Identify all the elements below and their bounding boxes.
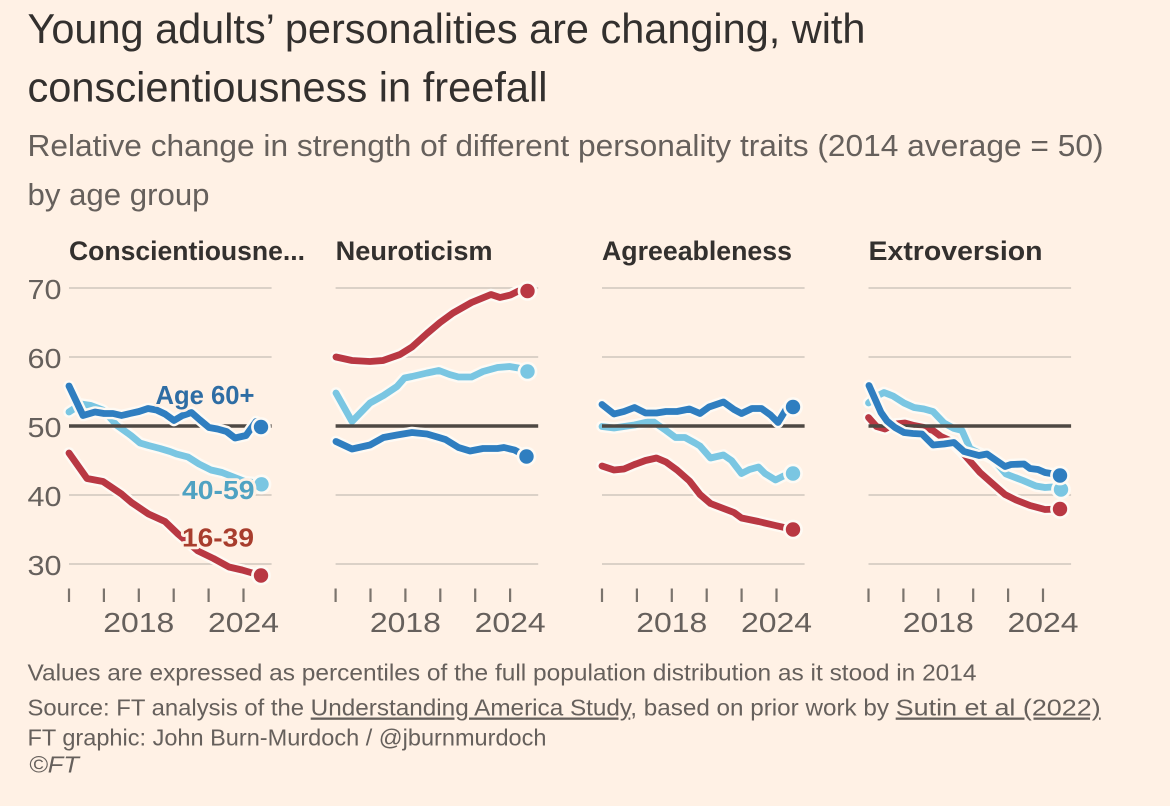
svg-text:2024: 2024 [208,607,279,638]
svg-text:Neuroticism: Neuroticism [336,236,493,266]
svg-text:©FT: ©FT [29,752,81,778]
svg-text:Values are expressed as percen: Values are expressed as percentiles of t… [28,660,977,686]
svg-text:Relative change in strength of: Relative change in strength of different… [28,128,1104,163]
svg-text:by age group: by age group [28,177,210,212]
svg-text:2024: 2024 [1008,607,1079,638]
svg-text:Age 60+: Age 60+ [156,380,255,410]
svg-text:16-39: 16-39 [182,523,254,553]
svg-text:FT graphic: John Burn-Murdoch: FT graphic: John Burn-Murdoch / @jburnmu… [28,725,547,751]
svg-text:2018: 2018 [903,607,974,638]
svg-text:30: 30 [28,550,62,581]
svg-text:Source: FT analysis of the Und: Source: FT analysis of the Understanding… [28,695,1101,721]
svg-text:2018: 2018 [103,607,174,638]
svg-text:Conscientiousne...: Conscientiousne... [69,236,305,266]
svg-text:Extroversion: Extroversion [869,236,1043,266]
svg-text:2024: 2024 [475,607,546,638]
svg-text:2018: 2018 [370,607,441,638]
svg-text:50: 50 [28,412,62,443]
svg-text:70: 70 [28,274,62,305]
svg-text:Young adults’ personalities ar: Young adults’ personalities are changing… [28,5,866,52]
svg-text:2018: 2018 [636,607,707,638]
svg-text:40: 40 [28,481,62,512]
svg-text:40-59: 40-59 [182,475,255,505]
svg-text:60: 60 [28,343,62,374]
svg-text:Agreeableness: Agreeableness [602,236,792,266]
svg-text:conscientiousness in freefall: conscientiousness in freefall [28,64,548,111]
svg-text:2024: 2024 [741,607,812,638]
